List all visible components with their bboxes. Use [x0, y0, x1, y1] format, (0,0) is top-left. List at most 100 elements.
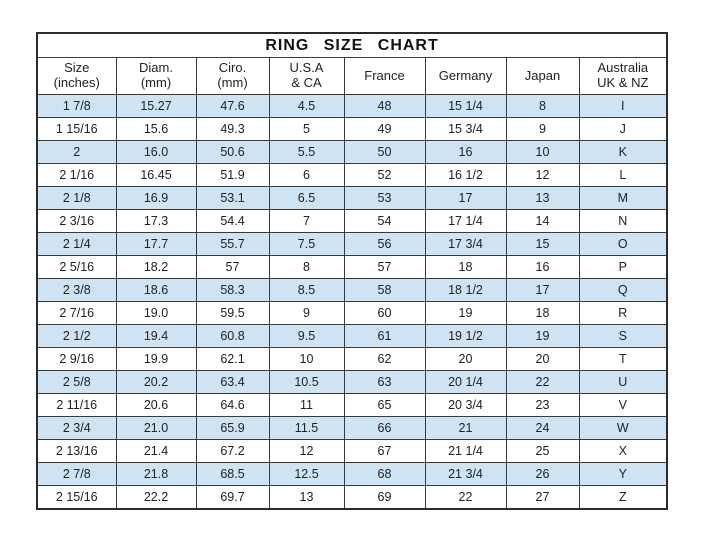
cell-france: 67 — [343, 439, 426, 463]
cell-ciro_mm: 58.3 — [195, 278, 270, 302]
cell-australia_uk_nz: N — [578, 209, 668, 233]
cell-germany: 21 — [424, 416, 507, 440]
cell-usa_ca: 4.5 — [268, 94, 345, 118]
cell-germany: 21 1/4 — [424, 439, 507, 463]
cell-france: 50 — [343, 140, 426, 164]
cell-france: 49 — [343, 117, 426, 141]
cell-france: 54 — [343, 209, 426, 233]
cell-australia_uk_nz: X — [578, 439, 668, 463]
cell-diam_mm: 21.4 — [115, 439, 197, 463]
column-header-diam_mm: Diam. (mm) — [115, 57, 197, 95]
column-header-line1: Japan — [524, 67, 561, 83]
cell-japan: 13 — [505, 186, 580, 210]
cell-usa_ca: 10 — [268, 347, 345, 371]
cell-germany: 22 — [424, 485, 507, 510]
cell-diam_mm: 21.0 — [115, 416, 197, 440]
cell-diam_mm: 15.6 — [115, 117, 197, 141]
cell-germany: 20 — [424, 347, 507, 371]
cell-diam_mm: 19.4 — [115, 324, 197, 348]
cell-japan: 9 — [505, 117, 580, 141]
cell-australia_uk_nz: V — [578, 393, 668, 417]
cell-japan: 23 — [505, 393, 580, 417]
column-header-line1: Ciro. — [218, 60, 247, 76]
column-header-line2: (mm) — [140, 75, 172, 90]
cell-france: 56 — [343, 232, 426, 256]
cell-usa_ca: 7 — [268, 209, 345, 233]
cell-diam_mm: 15.27 — [115, 94, 197, 118]
cell-germany: 18 — [424, 255, 507, 279]
cell-usa_ca: 8.5 — [268, 278, 345, 302]
cell-usa_ca: 10.5 — [268, 370, 345, 394]
title-row: RING SIZE CHART — [36, 32, 668, 58]
cell-australia_uk_nz: K — [578, 140, 668, 164]
cell-germany: 15 1/4 — [424, 94, 507, 118]
cell-ciro_mm: 60.8 — [195, 324, 270, 348]
cell-usa_ca: 7.5 — [268, 232, 345, 256]
cell-france: 68 — [343, 462, 426, 486]
table-row: 2 7/16 19.0 59.5 9 60 19 18 R — [36, 301, 668, 325]
cell-usa_ca: 5 — [268, 117, 345, 141]
header-row: Size (inches) Diam. (mm) Ciro. (mm) U.S.A & CA F… — [36, 57, 668, 95]
cell-australia_uk_nz: Z — [578, 485, 668, 510]
cell-australia_uk_nz: U — [578, 370, 668, 394]
cell-diam_mm: 17.3 — [115, 209, 197, 233]
cell-germany: 15 3/4 — [424, 117, 507, 141]
cell-ciro_mm: 67.2 — [195, 439, 270, 463]
cell-japan: 20 — [505, 347, 580, 371]
cell-france: 60 — [343, 301, 426, 325]
table-row: 2 1/4 17.7 55.7 7.5 56 17 3/4 15 O — [36, 232, 668, 256]
cell-australia_uk_nz: W — [578, 416, 668, 440]
cell-japan: 24 — [505, 416, 580, 440]
cell-ciro_mm: 62.1 — [195, 347, 270, 371]
cell-usa_ca: 9 — [268, 301, 345, 325]
table-row: 2 1/2 19.4 60.8 9.5 61 19 1/2 19 S — [36, 324, 668, 348]
column-header-france: France — [343, 57, 426, 95]
cell-australia_uk_nz: P — [578, 255, 668, 279]
cell-france: 62 — [343, 347, 426, 371]
table-row: 2 3/4 21.0 65.9 11.5 66 21 24 W — [36, 416, 668, 440]
cell-size_inches: 2 — [36, 140, 117, 164]
column-header-line2: & CA — [291, 75, 322, 90]
cell-germany: 17 1/4 — [424, 209, 507, 233]
cell-australia_uk_nz: O — [578, 232, 668, 256]
cell-diam_mm: 19.9 — [115, 347, 197, 371]
cell-germany: 17 — [424, 186, 507, 210]
cell-ciro_mm: 49.3 — [195, 117, 270, 141]
cell-germany: 18 1/2 — [424, 278, 507, 302]
cell-size_inches: 2 1/2 — [36, 324, 117, 348]
cell-usa_ca: 12 — [268, 439, 345, 463]
cell-size_inches: 2 13/16 — [36, 439, 117, 463]
table-row: 2 1/8 16.9 53.1 6.5 53 17 13 M — [36, 186, 668, 210]
cell-ciro_mm: 53.1 — [195, 186, 270, 210]
cell-australia_uk_nz: I — [578, 94, 668, 118]
cell-japan: 17 — [505, 278, 580, 302]
cell-diam_mm: 20.6 — [115, 393, 197, 417]
table-row: 2 9/16 19.9 62.1 10 62 20 20 T — [36, 347, 668, 371]
column-header-ciro_mm: Ciro. (mm) — [195, 57, 270, 95]
ring-size-table: RING SIZE CHART Size (inches) Diam. (mm) Cir… — [36, 32, 669, 510]
cell-diam_mm: 17.7 — [115, 232, 197, 256]
cell-germany: 19 1/2 — [424, 324, 507, 348]
table-row: 2 5/16 18.2 57 8 57 18 16 P — [36, 255, 668, 279]
table-row: 2 11/16 20.6 64.6 11 65 20 3/4 23 V — [36, 393, 668, 417]
cell-usa_ca: 13 — [268, 485, 345, 510]
cell-australia_uk_nz: J — [578, 117, 668, 141]
cell-germany: 16 — [424, 140, 507, 164]
table-row: 2 13/16 21.4 67.2 12 67 21 1/4 25 X — [36, 439, 668, 463]
column-header-line2: (mm) — [217, 75, 248, 90]
column-header-line1: Diam. — [139, 60, 173, 76]
cell-japan: 10 — [505, 140, 580, 164]
cell-ciro_mm: 57 — [195, 255, 270, 279]
cell-size_inches: 2 7/16 — [36, 301, 117, 325]
cell-ciro_mm: 50.6 — [195, 140, 270, 164]
cell-ciro_mm: 63.4 — [195, 370, 270, 394]
cell-germany: 16 1/2 — [424, 163, 507, 187]
cell-germany: 19 — [424, 301, 507, 325]
cell-france: 48 — [343, 94, 426, 118]
cell-japan: 19 — [505, 324, 580, 348]
cell-size_inches: 2 1/16 — [36, 163, 117, 187]
cell-size_inches: 2 5/16 — [36, 255, 117, 279]
table-row: 2 15/16 22.2 69.7 13 69 22 27 Z — [36, 485, 668, 510]
column-header-australia_uk_nz: Australia UK & NZ — [578, 57, 668, 95]
